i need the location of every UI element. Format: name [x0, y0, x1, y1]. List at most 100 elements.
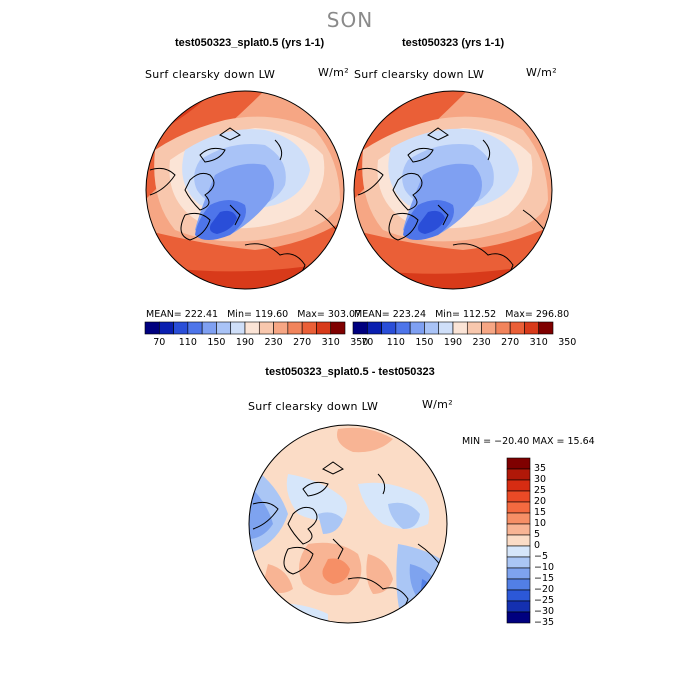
- colorbar-tick-label: 270: [293, 337, 312, 348]
- panel-2-units: W/m²: [526, 66, 557, 79]
- colorbar-swatch: [481, 321, 497, 335]
- colorbar-tick-label: 190: [443, 337, 463, 348]
- colorbar-tick-label: 350: [350, 337, 369, 348]
- abs-field-1: [146, 91, 344, 289]
- colorbar-swatch: [273, 321, 289, 335]
- map-panel-diff: [248, 424, 448, 624]
- diff-colorbar-swatch: [506, 468, 531, 481]
- diff-colorbar-swatch: [506, 578, 531, 591]
- diff-colorbar-swatch: [506, 512, 531, 525]
- diff-colorbar-tick-label: −30: [534, 606, 555, 617]
- colorbar-swatch: [173, 321, 189, 335]
- colorbar-swatch: [301, 321, 317, 335]
- colorbar-swatch: [466, 321, 482, 335]
- panel-2-variable: Surf clearsky down LW: [354, 68, 485, 81]
- diff-colorbar-swatch: [506, 523, 531, 536]
- diff-range: MIN = −20.40 MAX = 15.64: [462, 436, 595, 447]
- panel-1-units: W/m²: [318, 66, 349, 79]
- colorbar-swatch: [409, 321, 425, 335]
- abs-colorbar-2: [352, 321, 554, 335]
- colorbar-swatch: [230, 321, 246, 335]
- diff-colorbar-tick-label: −20: [534, 584, 555, 595]
- panel-1-variable: Surf clearsky down LW: [145, 68, 276, 81]
- panel-2-mean: 223.24: [392, 309, 427, 320]
- colorbar-tick-label: 70: [361, 337, 374, 348]
- map-panel-2: [353, 90, 553, 290]
- panel-1-stats: MEAN= 222.41 Min= 119.60 Max= 303.07: [146, 309, 362, 320]
- colorbar-swatch: [538, 321, 554, 335]
- diff-field: [249, 425, 447, 623]
- colorbar-tick-label: 150: [207, 337, 226, 348]
- colorbar-swatch: [330, 321, 346, 335]
- diff-colorbar-tick-label: −25: [534, 595, 555, 606]
- diff-colorbar-tick-label: 15: [534, 507, 547, 518]
- colorbar-swatch: [352, 321, 368, 335]
- diff-colorbar-tick-label: 5: [534, 529, 541, 540]
- diff-colorbar-tick-label: −5: [534, 551, 549, 562]
- colorbar-swatch: [216, 321, 232, 335]
- colorbar-tick-label: 310: [529, 337, 548, 348]
- panel-1-title: test050323_splat0.5 (yrs 1-1): [175, 37, 325, 49]
- diff-colorbar-swatch: [506, 545, 531, 558]
- diff-colorbar-swatch: [506, 567, 531, 580]
- colorbar-swatch: [287, 321, 303, 335]
- diff-colorbar-tick-label: 25: [534, 485, 547, 496]
- diff-colorbar-swatch: [506, 600, 531, 613]
- diff-colorbar-swatch: [506, 457, 531, 470]
- colorbar-tick-label: 110: [178, 337, 197, 348]
- colorbar-swatch: [158, 321, 174, 335]
- panel-2-title: test050323 (yrs 1-1): [402, 37, 505, 49]
- colorbar-swatch: [187, 321, 203, 335]
- colorbar-tick-label: 190: [235, 337, 255, 348]
- colorbar-tick-label: 230: [472, 337, 491, 348]
- diff-colorbar-swatch: [506, 556, 531, 569]
- colorbar-tick-label: 110: [386, 337, 405, 348]
- colorbar-tick-label: 70: [153, 337, 166, 348]
- diff-colorbar-tick-label: 30: [534, 474, 547, 485]
- colorbar-swatch: [201, 321, 217, 335]
- diff-colorbar-tick-label: 0: [534, 540, 541, 551]
- panel-2-min: 112.52: [462, 309, 497, 320]
- diff-colorbar-tick-label: −35: [534, 617, 555, 628]
- diff-colorbar-swatch: [506, 589, 531, 602]
- colorbar-swatch: [381, 321, 397, 335]
- diff-colorbar-swatch: [506, 490, 531, 503]
- colorbar-swatch: [424, 321, 440, 335]
- colorbar-tick-label: 230: [264, 337, 283, 348]
- colorbar-swatch: [244, 321, 260, 335]
- diff-title: test050323_splat0.5 - test050323: [265, 366, 435, 378]
- panel-1-mean: 222.41: [184, 309, 219, 320]
- season-title: SON: [326, 8, 374, 32]
- diff-colorbar-swatch: [506, 479, 531, 492]
- colorbar-tick-label: 270: [501, 337, 520, 348]
- colorbar-swatch: [258, 321, 274, 335]
- diff-units: W/m²: [422, 398, 453, 411]
- colorbar-swatch: [524, 321, 540, 335]
- colorbar-swatch: [509, 321, 525, 335]
- colorbar-swatch: [395, 321, 411, 335]
- colorbar-swatch: [316, 321, 332, 335]
- diff-colorbar-swatch: [506, 501, 531, 514]
- diff-colorbar-tick-label: 20: [534, 496, 547, 507]
- diff-colorbar-tick-label: 35: [534, 463, 547, 474]
- diff-variable: Surf clearsky down LW: [248, 400, 379, 413]
- colorbar-swatch: [366, 321, 382, 335]
- colorbar-swatch: [144, 321, 160, 335]
- abs-colorbar-1: [144, 321, 346, 335]
- colorbar-tick-label: 350: [558, 337, 577, 348]
- panel-2-stats: MEAN= 223.24 Min= 112.52 Max= 296.80: [354, 309, 570, 320]
- colorbar-tick-label: 310: [321, 337, 340, 348]
- diff-colorbar-swatch: [506, 611, 531, 624]
- colorbar-swatch: [452, 321, 468, 335]
- diff-colorbar-tick-label: 10: [534, 518, 547, 529]
- colorbar-tick-label: 150: [415, 337, 434, 348]
- panel-1-min: 119.60: [254, 309, 289, 320]
- panel-1-max: 303.07: [327, 309, 362, 320]
- diff-colorbar-tick-label: −10: [534, 562, 555, 573]
- colorbar-swatch: [495, 321, 511, 335]
- diff-colorbar: [506, 457, 531, 624]
- map-panel-1: [145, 90, 345, 290]
- diff-colorbar-tick-label: −15: [534, 573, 555, 584]
- panel-2-max: 296.80: [535, 309, 570, 320]
- diff-colorbar-swatch: [506, 534, 531, 547]
